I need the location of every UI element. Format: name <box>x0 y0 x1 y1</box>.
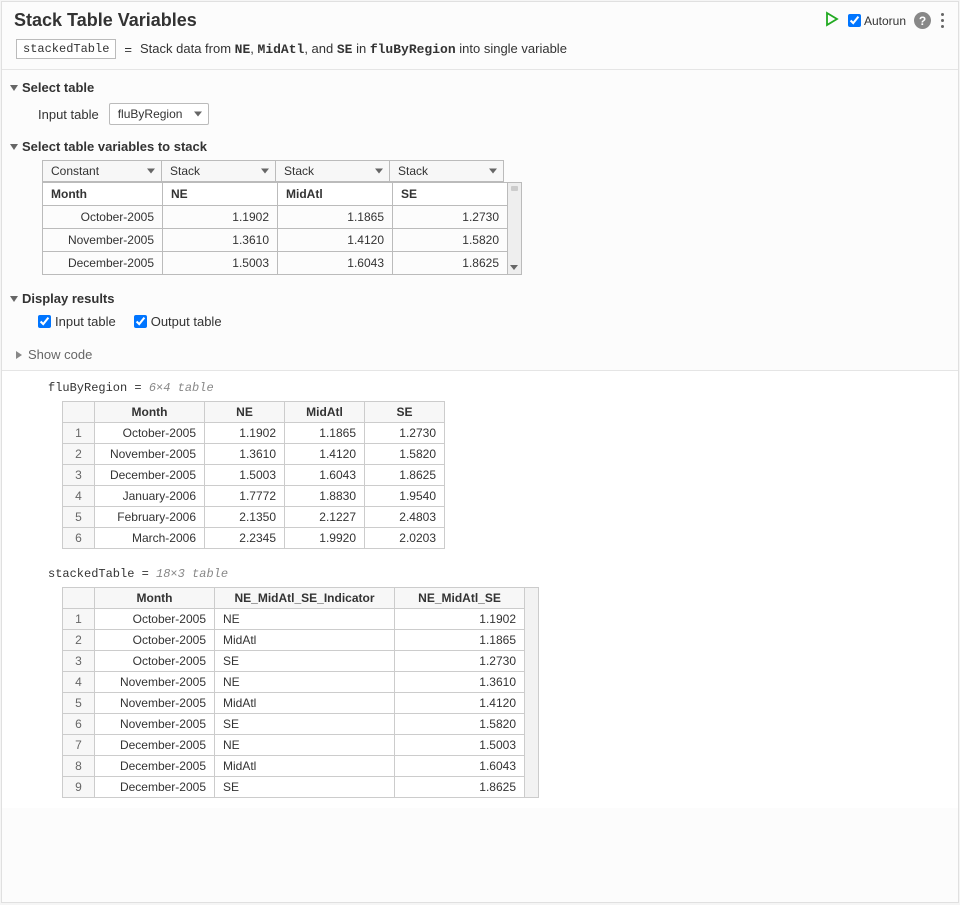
column-mode-select[interactable]: Stack <box>389 160 504 182</box>
input-table-checkbox[interactable]: Input table <box>38 314 116 329</box>
table-row: 2October-2005MidAtl1.1865 <box>63 630 525 651</box>
column-header: SE <box>393 183 508 206</box>
section-show-code[interactable]: Show code <box>2 339 958 370</box>
caret-down-icon <box>10 144 18 150</box>
caret-down-icon <box>10 296 18 302</box>
input-table-select[interactable]: fluByRegion <box>109 103 209 125</box>
result1-label: fluByRegion = 6×4 table <box>42 381 938 395</box>
table-row: 3December-20051.50031.60431.8625 <box>63 465 445 486</box>
result2-label: stackedTable = 18×3 table <box>42 567 938 581</box>
equals-sign: = <box>124 42 132 57</box>
table-row: 4November-2005NE1.3610 <box>63 672 525 693</box>
run-icon[interactable] <box>824 11 840 30</box>
table-row: 9December-2005SE1.8625 <box>63 777 525 798</box>
kebab-menu-icon[interactable] <box>939 11 946 30</box>
table-row: 8December-2005MidAtl1.6043 <box>63 756 525 777</box>
table-row: 1October-2005NE1.1902 <box>63 609 525 630</box>
result-table-output: MonthNE_MidAtl_SE_IndicatorNE_MidAtl_SE1… <box>62 587 525 798</box>
table-row: November-20051.36101.41201.5820 <box>43 229 508 252</box>
table-row: 6March-20062.23451.99202.0203 <box>63 528 445 549</box>
column-mode-select[interactable]: Stack <box>275 160 390 182</box>
table-row: 5November-2005MidAtl1.4120 <box>63 693 525 714</box>
table-row: 1October-20051.19021.18651.2730 <box>63 423 445 444</box>
result-scrollbar[interactable] <box>525 587 539 798</box>
table-row: 5February-20062.13502.12272.4803 <box>63 507 445 528</box>
table-row: 7December-2005NE1.5003 <box>63 735 525 756</box>
caret-down-icon <box>10 85 18 91</box>
table-row: 2November-20051.36101.41201.5820 <box>63 444 445 465</box>
section-select-table[interactable]: Select table <box>10 78 944 97</box>
help-icon[interactable]: ? <box>914 12 931 29</box>
page-title: Stack Table Variables <box>14 10 824 31</box>
table-row: 6November-2005SE1.5820 <box>63 714 525 735</box>
section-display-results[interactable]: Display results <box>10 289 944 308</box>
column-mode-select[interactable]: Constant <box>42 160 162 182</box>
table-row: October-20051.19021.18651.2730 <box>43 206 508 229</box>
output-variable-box[interactable]: stackedTable <box>16 39 116 59</box>
input-table-label: Input table <box>38 107 99 122</box>
column-header: Month <box>43 183 163 206</box>
autorun-checkbox[interactable]: Autorun <box>848 14 906 28</box>
result-table-input: MonthNEMidAtlSE1October-20051.19021.1865… <box>62 401 445 549</box>
table-row: December-20051.50031.60431.8625 <box>43 252 508 275</box>
output-table-checkbox[interactable]: Output table <box>134 314 222 329</box>
column-header: NE <box>163 183 278 206</box>
section-select-vars[interactable]: Select table variables to stack <box>10 137 944 156</box>
table-row: 4January-20061.77721.88301.9540 <box>63 486 445 507</box>
table-scrollbar[interactable] <box>508 182 522 275</box>
description-text: Stack data from NE, MidAtl, and SE in fl… <box>140 41 567 57</box>
caret-right-icon <box>16 351 22 359</box>
column-mode-select[interactable]: Stack <box>161 160 276 182</box>
column-header: MidAtl <box>278 183 393 206</box>
table-row: 3October-2005SE1.2730 <box>63 651 525 672</box>
